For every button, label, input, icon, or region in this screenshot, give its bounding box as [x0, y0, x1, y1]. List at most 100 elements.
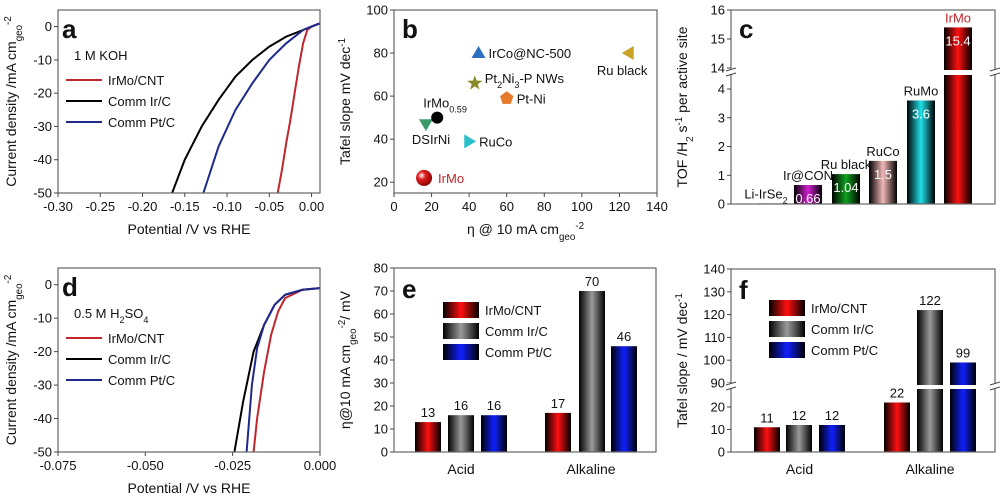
panel-b-frame	[393, 9, 658, 194]
series-line-irmo-cnt	[252, 287, 320, 452]
y-tick-label: -20	[33, 344, 52, 359]
category-label: IrMo	[945, 10, 971, 25]
axis-break-icon	[989, 381, 1000, 391]
axis-break-icon	[725, 381, 737, 391]
point-label: IrMo0.59	[423, 96, 467, 115]
y-tick-label: 15	[711, 32, 725, 47]
y-axis-label: Tafel slope / mV dec-1	[674, 293, 691, 428]
series-line-comm-pt-c	[202, 22, 320, 193]
x-axis-label: η @ 10 mA cmgeo-2	[467, 221, 584, 243]
legend-label: IrMo/CNT	[485, 303, 541, 318]
value-label: 1.5	[874, 167, 892, 182]
axis-break-icon	[989, 67, 1000, 77]
y-axis-label: η@10 mA cmgeo-2/ mV	[337, 290, 359, 429]
y-tick-label: 50	[374, 330, 388, 345]
y-tick-label: 60	[374, 89, 388, 104]
category-label: Li-IrSe2	[744, 186, 787, 205]
y-tick-label: -50	[33, 186, 52, 201]
value-label: 99	[956, 345, 970, 360]
x-tick-label: 120	[609, 199, 631, 214]
point-label: Ru black	[597, 63, 648, 78]
bar	[917, 310, 943, 452]
value-label: 17	[551, 396, 565, 411]
x-tick-label: 0.00	[299, 199, 324, 214]
y-tick-label: 20	[374, 175, 388, 190]
legend-label: IrMo/CNT	[108, 331, 164, 346]
point-label: IrCo@NC-500	[489, 46, 572, 61]
bar	[950, 362, 976, 452]
panel-label: d	[62, 272, 78, 302]
bar	[819, 425, 845, 452]
category-label: RuMo	[904, 84, 939, 99]
y-tick-label: 120	[703, 307, 725, 322]
bar	[579, 291, 605, 452]
panel-label: a	[62, 14, 77, 44]
bar	[481, 415, 507, 452]
legend-label: Comm Ir/C	[108, 352, 171, 367]
bar	[754, 427, 780, 452]
series-line-comm-pt-c	[245, 287, 320, 452]
y-tick-label: 2	[718, 139, 725, 154]
y-tick-label: 14	[711, 61, 725, 76]
panel-label: c	[739, 14, 753, 44]
legend-label: IrMo/CNT	[108, 73, 164, 88]
bar-break-gap	[949, 385, 977, 389]
legend-swatch	[769, 342, 805, 358]
legend-label: Comm Pt/C	[108, 115, 175, 130]
x-tick-label: -0.25	[85, 199, 115, 214]
legend-label: Comm Ir/C	[811, 322, 874, 337]
panel-c-frame	[730, 9, 996, 205]
value-label: 11	[760, 410, 774, 425]
x-tick-label: -0.050	[127, 458, 164, 473]
y-tick-label: 140	[703, 262, 725, 277]
x-tick-label: 80	[537, 199, 551, 214]
value-label: 122	[919, 293, 941, 308]
y-tick-label: 10	[711, 422, 725, 437]
scatter-point-ru-black	[621, 46, 634, 61]
y-tick-label: 100	[366, 3, 388, 18]
bar	[907, 100, 935, 204]
point-label: IrMo	[438, 171, 464, 186]
bar	[884, 402, 910, 452]
x-category-label: Alkaline	[905, 461, 954, 477]
x-axis-label: Potential /V vs RHE	[128, 480, 251, 496]
scatter-point-pt-2-ni-3-p-nws	[467, 75, 483, 90]
point-label: Pt2Ni3-P NWs	[485, 71, 565, 90]
scatter-point-irmo-0-59-	[431, 111, 444, 124]
y-tick-label: 80	[374, 261, 388, 276]
y-tick-label: 40	[374, 132, 388, 147]
legend-label: IrMo/CNT	[811, 301, 867, 316]
y-tick-label: 10	[374, 422, 388, 437]
bar	[786, 425, 812, 452]
y-tick-label: 4	[718, 82, 725, 97]
y-tick-label: 1	[718, 168, 725, 183]
x-tick-label: -0.025	[214, 458, 251, 473]
panel-label: b	[402, 14, 418, 44]
value-label: 22	[890, 386, 904, 401]
bar	[794, 185, 822, 204]
x-tick-label: -0.20	[128, 199, 158, 214]
series-line-irmo-cnt	[276, 22, 320, 193]
value-label: 16	[454, 398, 468, 413]
value-label: 12	[825, 408, 839, 423]
y-tick-label: -10	[33, 311, 52, 326]
y-tick-label: 80	[374, 46, 388, 61]
x-axis-label: Potential /V vs RHE	[128, 221, 251, 237]
scatter-point-dsirni	[418, 119, 433, 132]
y-tick-label: -30	[33, 119, 52, 134]
y-tick-label: 60	[374, 307, 388, 322]
value-label: 12	[792, 408, 806, 423]
y-axis-label: Tafel slope mV dec-1	[337, 38, 354, 165]
bar-break-gap	[943, 70, 973, 75]
y-tick-label: 110	[704, 330, 725, 345]
y-tick-label: 0	[45, 19, 52, 34]
x-category-label: Alkaline	[566, 461, 615, 477]
y-tick-label: -20	[33, 86, 52, 101]
y-tick-label: 3	[718, 110, 725, 125]
axis-break-icon	[725, 67, 737, 77]
x-tick-label: -0.075	[40, 458, 77, 473]
bar	[944, 27, 972, 205]
x-tick-label: -0.05	[254, 199, 284, 214]
y-axis-label: Current density /mA cmgeo-2	[3, 16, 25, 187]
legend-swatch	[443, 344, 479, 360]
